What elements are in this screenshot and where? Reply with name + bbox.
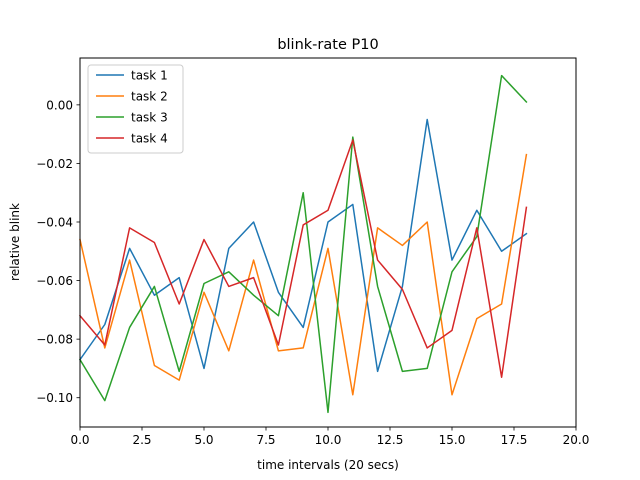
legend-label-task-2: task 2 <box>131 90 168 104</box>
series-line-task-1 <box>78 118 528 373</box>
y-tick-label: −0.04 <box>36 216 73 230</box>
y-axis-label: relative blink <box>8 203 22 281</box>
series-line-task-2 <box>79 153 528 396</box>
legend-frame <box>87 64 184 154</box>
x-tick-label: 17.5 <box>501 433 528 447</box>
chart-title: blink-rate P10 <box>277 37 378 53</box>
x-tick-label: 20.0 <box>563 433 590 447</box>
x-axis-label: time intervals (20 secs) <box>257 458 399 472</box>
y-tick-label: −0.02 <box>36 157 73 171</box>
x-tick-label: 10.0 <box>315 433 342 447</box>
plot-lines <box>78 74 528 414</box>
y-tick-label: −0.08 <box>36 333 73 347</box>
legend-label-task-1: task 1 <box>131 69 168 83</box>
legend-label-task-4: task 4 <box>131 132 168 146</box>
series-line-task-4 <box>78 139 528 378</box>
y-tick-label: 0.00 <box>46 98 73 112</box>
y-tick-label: −0.10 <box>36 391 73 405</box>
x-axis-ticks: 0.0 2.5 5.0 7.5 10.0 12.5 15.0 17.5 20.0 <box>70 427 589 447</box>
x-tick-label: 15.0 <box>439 433 466 447</box>
x-tick-label: 12.5 <box>377 433 404 447</box>
legend: task 1 task 2 task 3 task 4 <box>87 64 184 154</box>
y-axis-ticks: −0.10 −0.08 −0.06 −0.04 −0.02 0.00 <box>36 98 80 405</box>
x-tick-label: 0.0 <box>70 433 89 447</box>
legend-items: task 1 task 2 task 3 task 4 <box>96 69 168 146</box>
x-tick-label: 7.5 <box>256 433 275 447</box>
y-tick-label: −0.06 <box>36 274 73 288</box>
x-tick-label: 5.0 <box>194 433 213 447</box>
legend-label-task-3: task 3 <box>131 111 168 125</box>
x-tick-label: 2.5 <box>132 433 151 447</box>
series-line-task-3 <box>78 74 528 414</box>
